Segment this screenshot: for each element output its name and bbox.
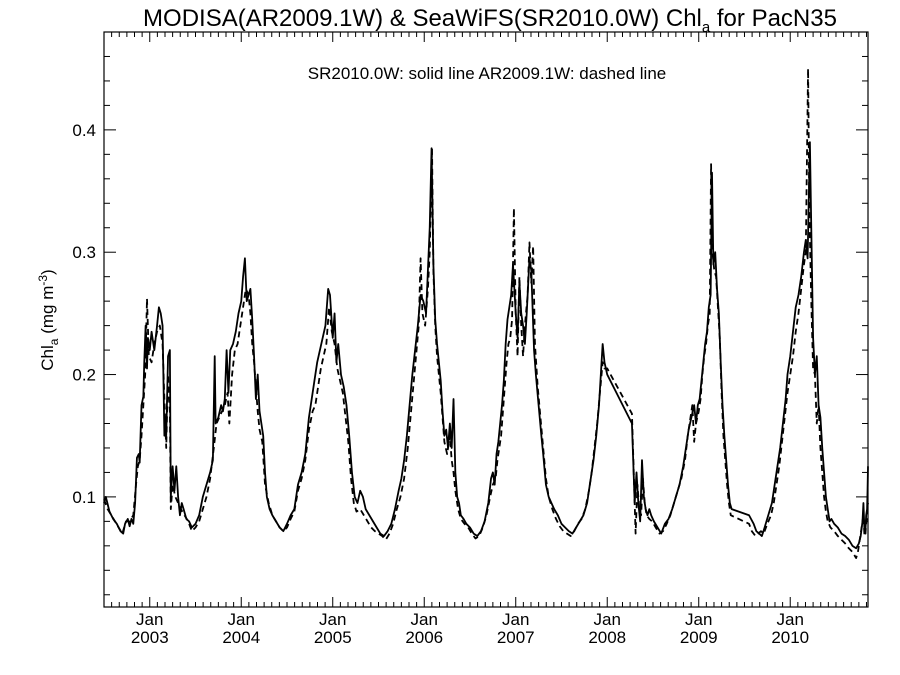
x-tick-label-year: 2007 <box>497 628 535 647</box>
y-axis-label-unit-open: (mg m <box>38 286 57 339</box>
x-tick-label-year: 2003 <box>131 628 169 647</box>
y-tick-label: 0.4 <box>72 121 96 140</box>
x-tick-label-month: Jan <box>594 610 621 629</box>
line-style-annotation: SR2010.0W: solid line AR2009.1W: dashed … <box>308 64 667 83</box>
data-series <box>103 67 869 559</box>
axis-ticks: Jan2003Jan2004Jan2005Jan2006Jan2007Jan20… <box>72 31 868 647</box>
x-tick-label-year: 2010 <box>771 628 809 647</box>
y-tick-label: 0.2 <box>72 366 96 385</box>
chart-title: MODISA(AR2009.1W) & SeaWiFS(SR2010.0W) C… <box>143 5 837 36</box>
y-axis-label-main: Chl <box>38 345 57 371</box>
y-tick-label: 0.3 <box>72 243 96 262</box>
x-tick-label-month: Jan <box>136 610 163 629</box>
chart-title-main: MODISA(AR2009.1W) & SeaWiFS(SR2010.0W) C… <box>143 5 702 32</box>
x-tick-label-month: Jan <box>319 610 346 629</box>
chart-title-suffix: for PacN35 <box>710 5 837 32</box>
x-tick-label-month: Jan <box>411 610 438 629</box>
y-axis-label-subscript: a <box>47 338 61 345</box>
x-tick-label-year: 2006 <box>405 628 443 647</box>
x-tick-label-year: 2004 <box>222 628 260 647</box>
chart-title-subscript: a <box>702 19 711 36</box>
x-tick-label-month: Jan <box>685 610 712 629</box>
x-tick-label-month: Jan <box>777 610 804 629</box>
x-tick-label-year: 2009 <box>680 628 718 647</box>
x-tick-label-year: 2008 <box>588 628 626 647</box>
series-line-solid <box>103 141 869 550</box>
y-axis-label-unit-superscript: -3 <box>36 275 50 286</box>
x-tick-label-month: Jan <box>228 610 255 629</box>
y-axis-label: Chla (mg m-3) <box>36 269 61 370</box>
x-tick-label-month: Jan <box>502 610 529 629</box>
plot-frame <box>103 31 869 608</box>
x-tick-label-year: 2005 <box>314 628 352 647</box>
y-tick-label: 0.1 <box>72 488 96 507</box>
y-axis-label-unit-close: ) <box>38 269 57 275</box>
series-line-dashed <box>103 67 869 559</box>
